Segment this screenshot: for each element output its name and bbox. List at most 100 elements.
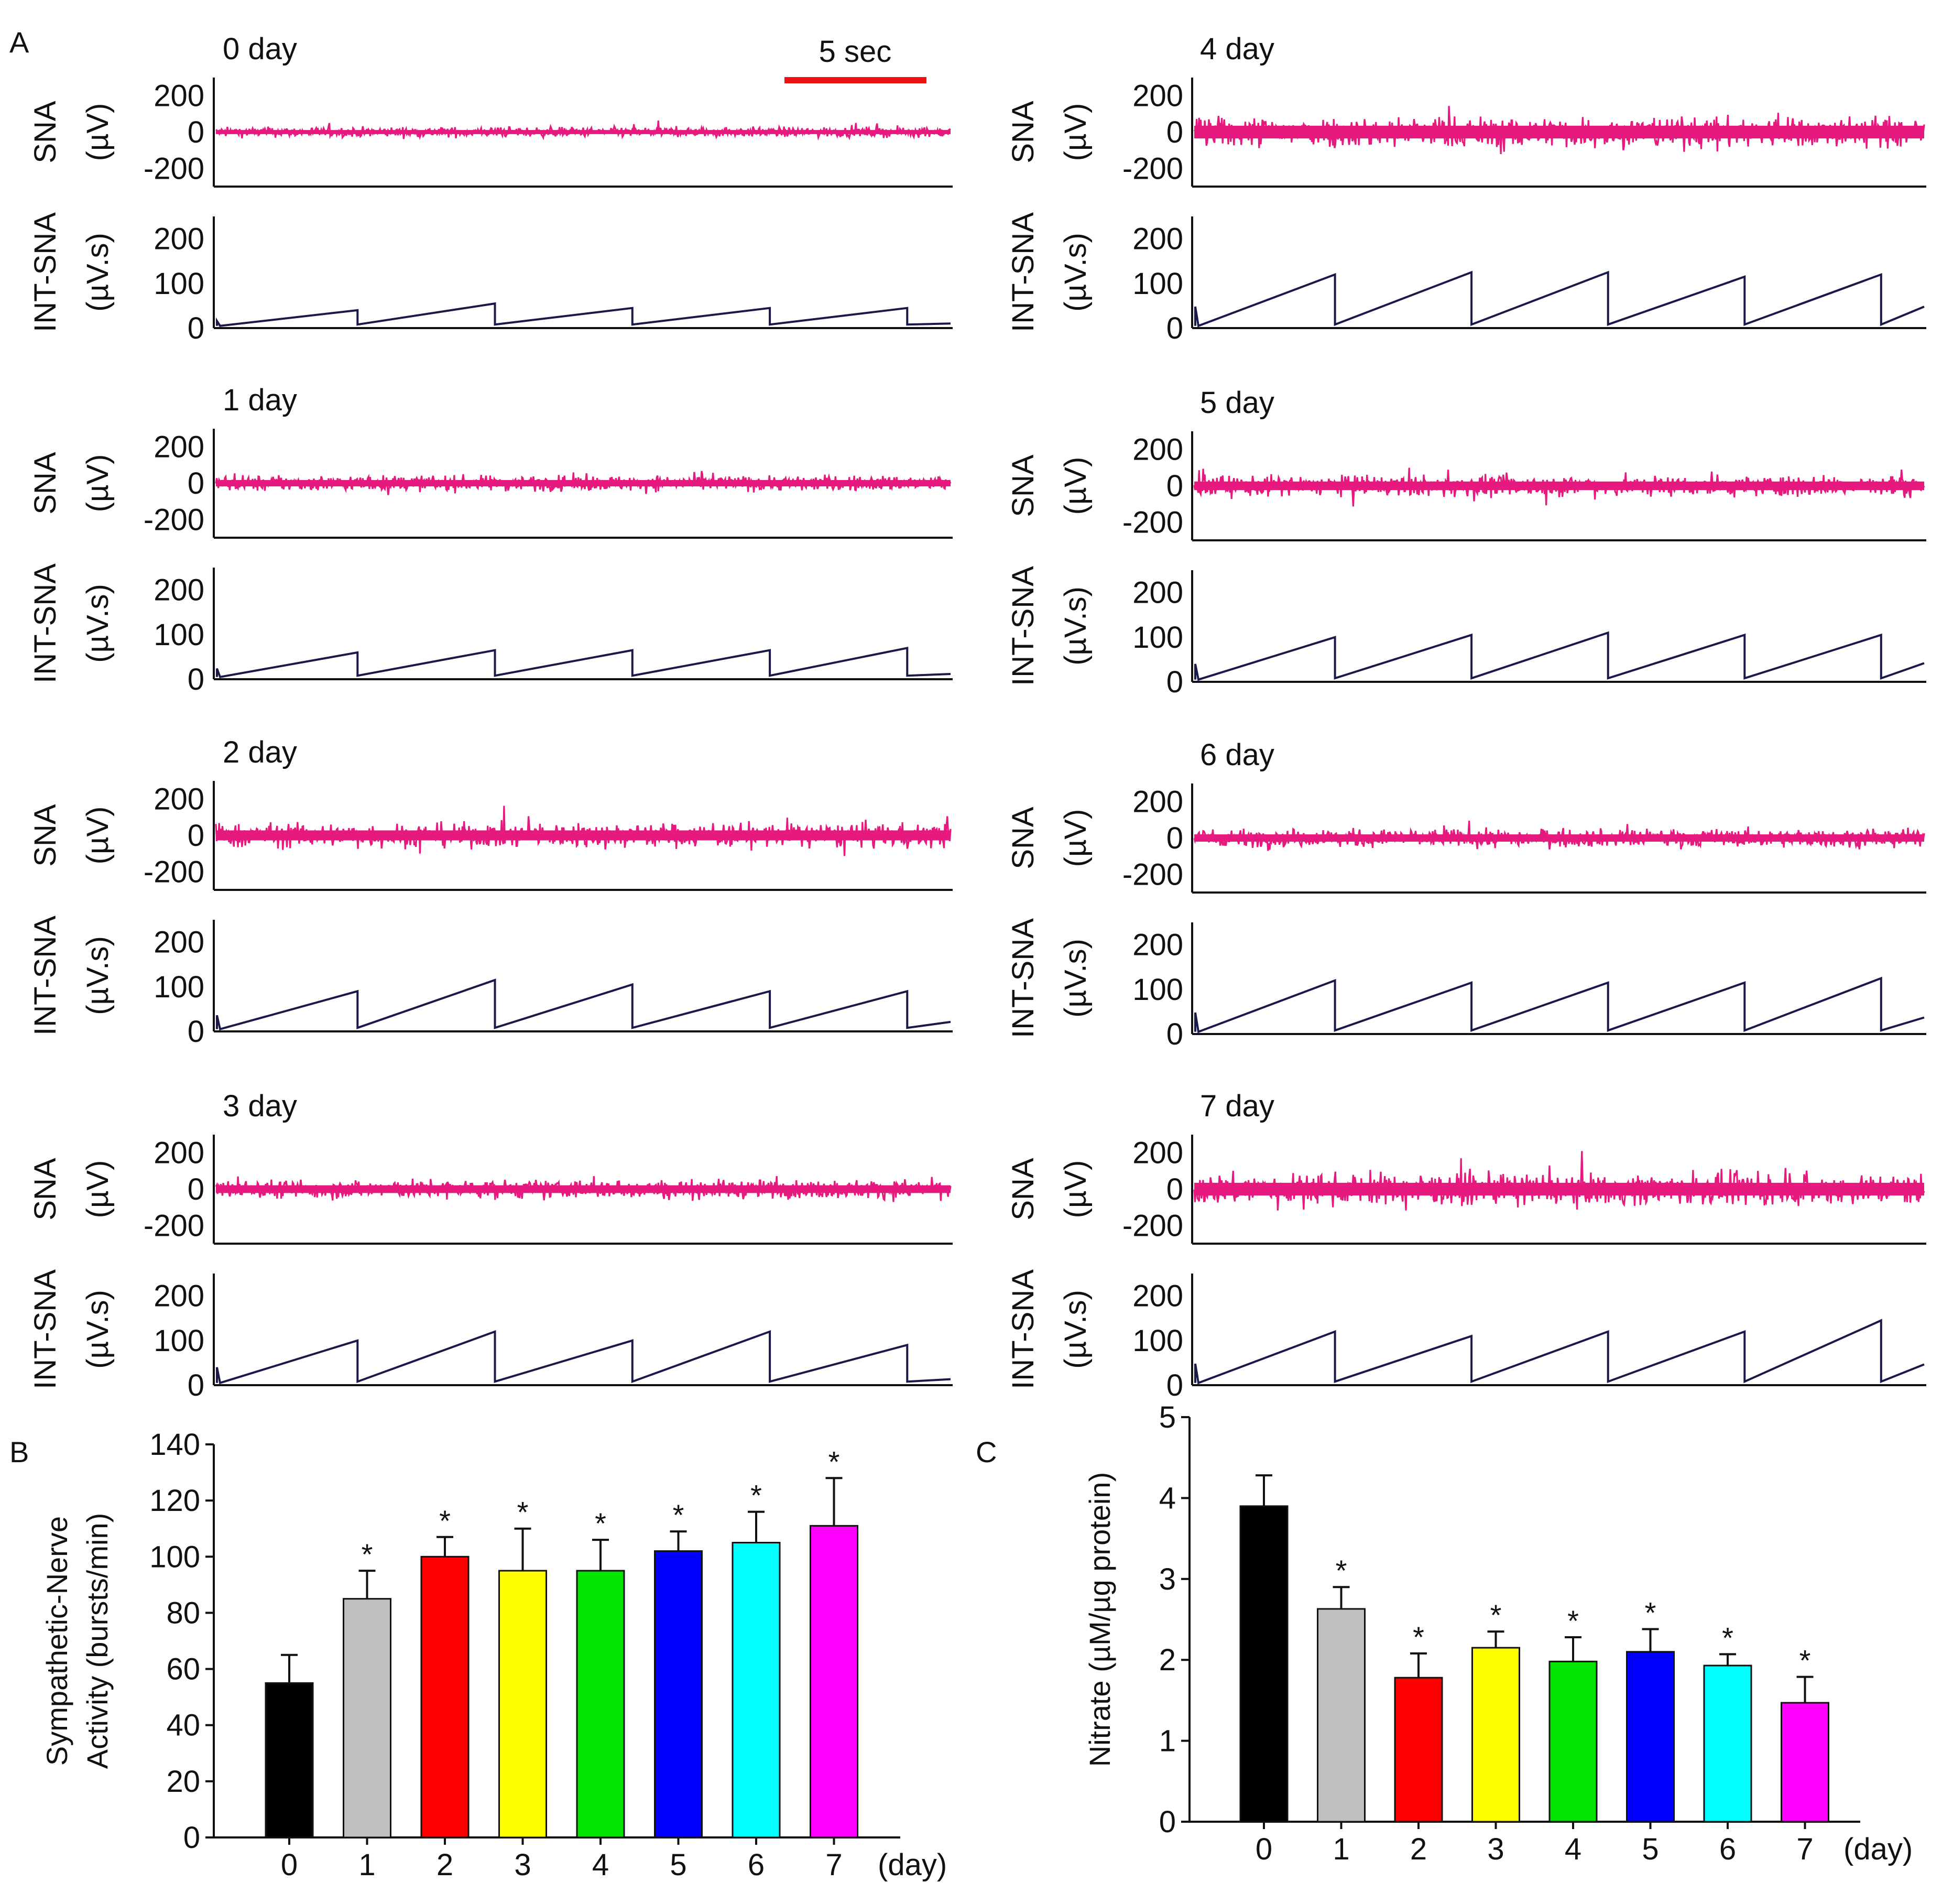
day-label: 0 day	[223, 32, 297, 66]
panel-label-b: B	[9, 1435, 29, 1468]
sna-axis-unit: (µV)	[81, 454, 115, 513]
bar-1	[343, 1598, 391, 1838]
int-axis-unit: (µV.s)	[1059, 233, 1093, 312]
y-tick-label: 2	[1159, 1643, 1176, 1677]
int-tick-label: 200	[1132, 1279, 1183, 1313]
panel-c-bar-chart: 0 1 2 3 4 5 0 * 1 * 2 * 3 * 4 * 5 * 6 * 7 (day) Nitrate (µM/µg…	[1083, 1400, 1913, 1866]
sna-axis-unit: (µV)	[81, 103, 115, 161]
sna-axis-unit: (µV)	[1059, 809, 1093, 867]
int-tick-label: 200	[1132, 222, 1183, 256]
bar-2	[420, 1555, 470, 1838]
y-tick-label: 4	[1159, 1481, 1176, 1515]
y-tick-label: 20	[166, 1765, 200, 1799]
x-tick-label: 4	[592, 1848, 609, 1882]
day-label: 7 day	[1200, 1089, 1274, 1123]
significance-star: *	[1413, 1620, 1424, 1653]
int-tick-label: 200	[154, 926, 204, 960]
sna-tick-label: -200	[1122, 505, 1183, 539]
bar-0	[1239, 1505, 1289, 1823]
bar-2	[1394, 1677, 1443, 1823]
int-axis-title: INT-SNA	[1006, 1269, 1040, 1389]
int-axis-unit: (µV.s)	[81, 936, 115, 1015]
sna-axis-unit: (µV)	[1059, 1160, 1093, 1218]
y-tick-label: 80	[166, 1596, 200, 1630]
sna-tick-label: 200	[1132, 785, 1183, 819]
int-axis-unit: (µV.s)	[1059, 1290, 1093, 1369]
sna-tick-label: 0	[1166, 821, 1183, 855]
sna-tick-label: 0	[188, 466, 204, 501]
sna-tick-label: -200	[144, 503, 204, 537]
significance-star: *	[1490, 1598, 1502, 1631]
significance-star: *	[362, 1538, 373, 1571]
day-label: 5 day	[1200, 386, 1274, 420]
sna-tick-label: 0	[1166, 115, 1183, 149]
significance-star: *	[1799, 1644, 1811, 1677]
sna-axis-title: SNA	[1006, 1158, 1040, 1221]
x-tick-label: 1	[358, 1848, 375, 1882]
int-tick-label: 200	[1132, 576, 1183, 610]
int-tick-label: 0	[1166, 311, 1183, 345]
sna-trace-band	[1194, 834, 1924, 842]
int-axis-title: INT-SNA	[1006, 566, 1040, 686]
significance-star: *	[1722, 1621, 1733, 1654]
sna-tick-label: -200	[144, 1209, 204, 1243]
x-tick-label: 7	[1796, 1832, 1813, 1866]
sna-tick-label: 0	[1166, 1172, 1183, 1206]
int-tick-label: 200	[154, 1279, 204, 1313]
sna-tick-label: 0	[188, 819, 204, 853]
sna-tick-label: 0	[188, 115, 204, 149]
sna-axis-title: SNA	[1006, 454, 1040, 517]
significance-star: *	[1645, 1596, 1656, 1629]
int-axis-unit: (µV.s)	[81, 1290, 115, 1369]
bar-3	[498, 1570, 547, 1838]
int-axis-title: INT-SNA	[28, 1269, 62, 1389]
bar-5	[654, 1550, 703, 1838]
x-tick-label: 0	[281, 1848, 298, 1882]
day-label: 1 day	[223, 383, 297, 417]
sna-trace-band	[1194, 125, 1924, 139]
int-sna-trace	[216, 978, 951, 1031]
x-tick-label: 3	[514, 1848, 531, 1882]
int-tick-label: 100	[1132, 267, 1183, 301]
int-tick-label: 0	[188, 1015, 204, 1049]
int-sna-trace	[1194, 270, 1925, 328]
int-tick-label: 100	[1132, 1324, 1183, 1358]
int-tick-label: 100	[154, 970, 204, 1004]
bar-0	[265, 1682, 314, 1838]
x-tick-label: 5	[670, 1848, 686, 1882]
y-tick-label: 1	[1159, 1724, 1176, 1758]
int-tick-label: 0	[188, 311, 204, 345]
int-axis-title: INT-SNA	[1006, 212, 1040, 332]
y-tick-label: 140	[149, 1428, 200, 1462]
significance-star: *	[595, 1507, 606, 1540]
y-axis-title: Nitrate (µM/µg protein)	[1083, 1472, 1116, 1767]
x-tick-label: 2	[1410, 1832, 1427, 1866]
day-label: 6 day	[1200, 738, 1274, 772]
int-sna-trace	[216, 1330, 951, 1385]
x-axis-title: (day)	[878, 1848, 947, 1882]
int-axis-unit: (µV.s)	[1059, 586, 1093, 666]
int-tick-label: 200	[154, 573, 204, 607]
sna-tick-label: -200	[144, 151, 204, 186]
y-tick-label: 0	[183, 1821, 200, 1855]
int-axis-title: INT-SNA	[1006, 918, 1040, 1038]
int-tick-label: 100	[154, 1324, 204, 1358]
bar-6	[1703, 1664, 1752, 1823]
sna-axis-title: SNA	[28, 452, 62, 515]
y-tick-label: 60	[166, 1652, 200, 1687]
int-sna-trace	[1194, 976, 1925, 1033]
bar-4	[1548, 1660, 1598, 1823]
y-tick-label: 120	[149, 1484, 200, 1518]
x-axis-title: (day)	[1843, 1832, 1913, 1866]
int-tick-label: 200	[154, 222, 204, 256]
panel-label-a: A	[9, 26, 29, 59]
int-tick-label: 0	[1166, 1017, 1183, 1051]
day-label: 3 day	[223, 1089, 297, 1123]
sna-trace-band	[1194, 1182, 1924, 1196]
x-tick-label: 5	[1642, 1832, 1659, 1866]
